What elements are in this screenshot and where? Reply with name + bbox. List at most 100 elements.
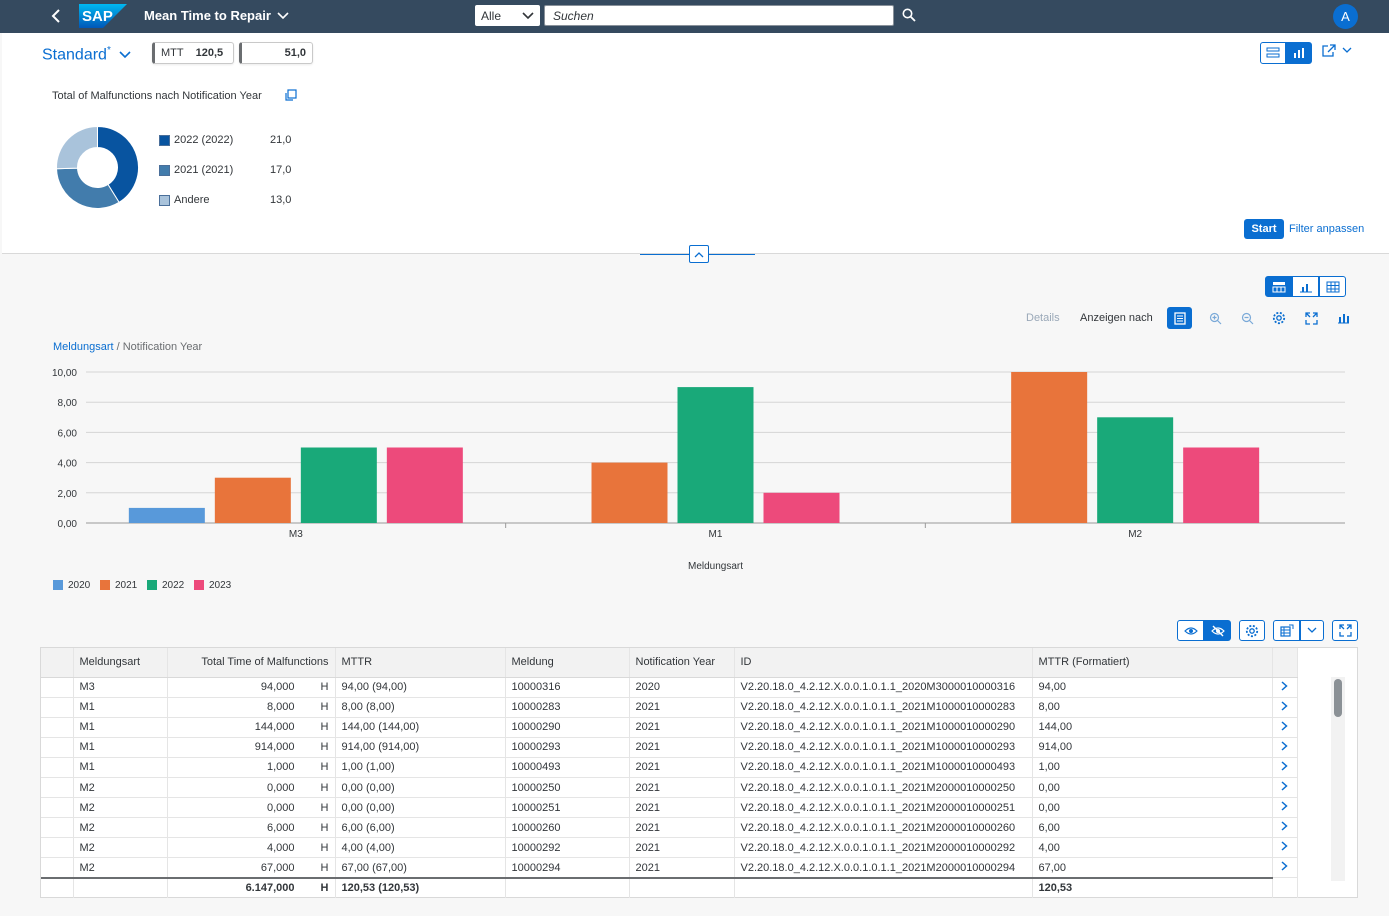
search-input[interactable]: Suchen <box>544 5 894 26</box>
row-navigation[interactable] <box>1272 797 1298 819</box>
legend-label[interactable]: 2023 <box>209 580 232 591</box>
row-selector[interactable] <box>41 757 74 778</box>
settings-button[interactable] <box>1263 307 1295 329</box>
breadcrumb-link[interactable]: Meldungsart <box>53 341 114 353</box>
donut-slice[interactable] <box>56 125 98 170</box>
chart-view-button[interactable] <box>1292 276 1319 297</box>
bar-m3-2021[interactable] <box>214 477 291 523</box>
bar-m3-2023[interactable] <box>386 447 463 524</box>
kpi-tag-mtt[interactable]: MTT 120,5 <box>152 42 234 64</box>
table-fullscreen-button[interactable] <box>1332 620 1358 641</box>
row-selector[interactable] <box>41 817 74 839</box>
bar-m1-2022[interactable] <box>677 387 754 523</box>
column-header[interactable]: MTTR (Formatiert) <box>1032 648 1273 678</box>
table-row[interactable]: M1 H 914,000 914,00 (914,00) 10000293 2021 V2.… <box>41 737 1298 758</box>
export-button[interactable] <box>1273 620 1300 641</box>
column-header[interactable]: Total Time of Malfunctions <box>167 648 336 678</box>
table-row[interactable]: M2 H 6,000 6,00 (6,00) 10000260 2021 V2.20.18.… <box>41 817 1298 839</box>
start-button[interactable]: Start <box>1244 219 1284 239</box>
row-selector[interactable] <box>41 677 74 698</box>
adapt-filters-link[interactable]: Filter anpassen <box>1289 223 1365 235</box>
bar-m1-2021[interactable] <box>591 462 668 523</box>
table-view-button[interactable] <box>1319 276 1346 297</box>
zoom-in-button[interactable] <box>1199 307 1231 329</box>
legend-swatch[interactable] <box>194 580 204 590</box>
compact-filter-button[interactable] <box>1260 42 1286 64</box>
row-selector-header[interactable] <box>41 648 74 678</box>
row-navigation[interactable] <box>1272 717 1298 738</box>
bar-m1-2023[interactable] <box>763 492 840 523</box>
bar-m2-2022[interactable] <box>1097 417 1174 523</box>
donut-legend-item[interactable]: 2021 (2021) 17,0 <box>159 155 310 185</box>
column-header[interactable]: Meldung <box>505 648 630 678</box>
row-navigation[interactable] <box>1272 857 1298 879</box>
legend-swatch[interactable] <box>147 580 157 590</box>
row-selector[interactable] <box>41 737 74 758</box>
malfunctions-donut-chart[interactable] <box>55 125 140 210</box>
table-row[interactable]: M1 H 1,000 1,00 (1,00) 10000493 2021 V2.20.18.… <box>41 757 1298 778</box>
donut-legend-item[interactable]: 2022 (2022) 21,0 <box>159 125 310 155</box>
table-row[interactable]: M2 H 67,000 67,00 (67,00) 10000294 2021 V2.20.… <box>41 857 1298 879</box>
row-navigation[interactable] <box>1272 837 1298 859</box>
drill-down-button[interactable] <box>1167 307 1192 329</box>
search-button[interactable] <box>902 8 918 24</box>
donut-slice[interactable] <box>97 125 139 204</box>
column-header[interactable]: MTTR <box>335 648 506 678</box>
details-button[interactable]: Details <box>1026 312 1060 324</box>
app-title-menu[interactable]: Mean Time to Repair <box>144 8 289 23</box>
show-by-button[interactable]: Anzeigen nach <box>1080 312 1153 324</box>
row-navigation[interactable] <box>1272 777 1298 799</box>
visual-filter-button[interactable] <box>1286 42 1312 64</box>
donut-slice[interactable] <box>56 167 120 209</box>
user-avatar[interactable]: A <box>1333 4 1358 29</box>
legend-label[interactable]: 2020 <box>68 580 91 591</box>
show-details-button[interactable] <box>1177 620 1204 641</box>
bar-m2-2021[interactable] <box>1011 372 1088 523</box>
scrollbar-thumb[interactable] <box>1334 679 1342 717</box>
table-row[interactable]: M1 H 8,000 8,00 (8,00) 10000283 2021 V2.20.18.… <box>41 697 1298 718</box>
legend-swatch[interactable] <box>53 580 63 590</box>
row-navigation[interactable] <box>1272 817 1298 839</box>
table-scrollbar[interactable] <box>1331 677 1345 881</box>
collapse-header-button[interactable] <box>689 245 709 263</box>
table-row[interactable]: M3 H 94,000 94,00 (94,00) 10000316 2020 V2.20.… <box>41 677 1298 698</box>
kpi-tag-count[interactable]: 51,0 <box>239 42 313 64</box>
share-menu-button[interactable] <box>1322 44 1352 57</box>
zoom-out-button[interactable] <box>1231 307 1263 329</box>
row-selector[interactable] <box>41 857 74 879</box>
bar-m3-2020[interactable] <box>128 507 205 523</box>
row-navigation[interactable] <box>1272 677 1298 698</box>
chart-and-table-view-button[interactable] <box>1265 276 1292 297</box>
row-selector[interactable] <box>41 777 74 799</box>
open-dialog-icon[interactable] <box>284 89 297 102</box>
table-row[interactable]: M2 H 0,000 0,00 (0,00) 10000251 2021 V2.20.18.… <box>41 797 1298 819</box>
column-header[interactable]: ID <box>734 648 1033 678</box>
table-row[interactable]: M2 H 4,000 4,00 (4,00) 10000292 2021 V2.20.18.… <box>41 837 1298 859</box>
table-settings-button[interactable] <box>1239 620 1265 641</box>
row-selector[interactable] <box>41 797 74 819</box>
bar-m2-2023[interactable] <box>1183 447 1260 524</box>
hide-details-button[interactable] <box>1204 620 1231 641</box>
chart-type-button[interactable] <box>1327 307 1359 329</box>
back-button[interactable] <box>46 6 66 26</box>
column-header[interactable]: Notification Year <box>629 648 735 678</box>
row-navigation[interactable] <box>1272 737 1298 758</box>
sap-logo[interactable]: SAP <box>79 4 127 28</box>
column-header[interactable]: Meldungsart <box>73 648 168 678</box>
row-navigation[interactable] <box>1272 757 1298 778</box>
row-selector[interactable] <box>41 697 74 718</box>
legend-label[interactable]: 2021 <box>115 580 138 591</box>
table-row[interactable]: M2 H 0,000 0,00 (0,00) 10000250 2021 V2.20.18.… <box>41 777 1298 799</box>
fullscreen-button[interactable] <box>1295 307 1327 329</box>
bar-m3-2022[interactable] <box>300 447 377 524</box>
variant-selector[interactable]: Standard* <box>42 45 131 64</box>
export-menu-button[interactable] <box>1300 620 1324 641</box>
row-selector[interactable] <box>41 717 74 738</box>
legend-swatch[interactable] <box>100 580 110 590</box>
row-navigation[interactable] <box>1272 697 1298 718</box>
donut-legend-item[interactable]: Andere 13,0 <box>159 185 310 215</box>
search-scope-select[interactable]: Alle <box>475 5 540 26</box>
table-row[interactable]: M1 H 144,000 144,00 (144,00) 10000290 2021 V2.… <box>41 717 1298 738</box>
legend-label[interactable]: 2022 <box>162 580 185 591</box>
row-selector[interactable] <box>41 837 74 859</box>
